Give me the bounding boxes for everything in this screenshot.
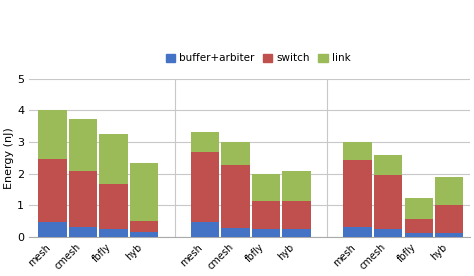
- Bar: [100, 134, 128, 184]
- Bar: [69, 227, 97, 237]
- Bar: [191, 152, 219, 222]
- Bar: [252, 174, 280, 201]
- Bar: [374, 155, 402, 175]
- Bar: [374, 229, 402, 237]
- Bar: [252, 201, 280, 229]
- Bar: [374, 175, 402, 229]
- Bar: [435, 233, 463, 237]
- Bar: [100, 184, 128, 229]
- Bar: [344, 160, 372, 227]
- Bar: [404, 233, 433, 237]
- Bar: [283, 171, 310, 201]
- Bar: [130, 232, 158, 237]
- Bar: [38, 222, 66, 237]
- Bar: [435, 205, 463, 233]
- Bar: [252, 229, 280, 237]
- Bar: [38, 159, 66, 222]
- Bar: [221, 142, 249, 165]
- Bar: [191, 132, 219, 152]
- Bar: [404, 198, 433, 219]
- Bar: [344, 227, 372, 237]
- Bar: [191, 222, 219, 237]
- Y-axis label: Energy (nJ): Energy (nJ): [4, 127, 14, 189]
- Bar: [69, 119, 97, 171]
- Legend: buffer+arbiter, switch, link: buffer+arbiter, switch, link: [162, 49, 355, 68]
- Bar: [404, 219, 433, 233]
- Bar: [221, 228, 249, 237]
- Bar: [100, 229, 128, 237]
- Bar: [283, 201, 310, 229]
- Bar: [130, 221, 158, 232]
- Bar: [69, 171, 97, 227]
- Bar: [435, 177, 463, 205]
- Bar: [38, 110, 66, 159]
- Bar: [283, 229, 310, 237]
- Bar: [344, 142, 372, 160]
- Bar: [221, 165, 249, 228]
- Bar: [130, 163, 158, 221]
